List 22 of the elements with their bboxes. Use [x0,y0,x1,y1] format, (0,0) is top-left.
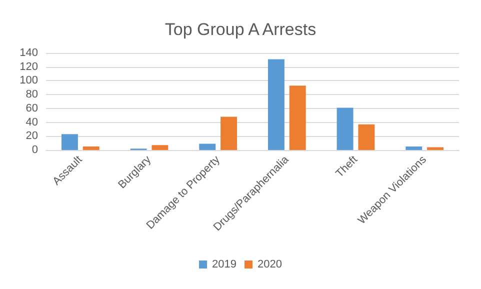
bar [152,145,168,150]
legend-label: 2019 [212,258,237,270]
bar [82,146,100,150]
chart-title: Top Group A Arrests [164,20,316,39]
bar [268,59,284,150]
bar [358,124,375,150]
bar [220,116,238,150]
bar [61,134,78,150]
bar [199,144,216,150]
bar [336,108,354,150]
y-tick-label: 140 [20,47,38,59]
bar [289,86,306,150]
y-tick-label: 0 [32,144,38,156]
y-tick-label: 40 [26,116,38,128]
legend-label: 2020 [258,258,282,270]
y-tick-label: 80 [26,88,38,101]
bar [427,147,444,150]
y-tick-label: 100 [20,74,38,87]
y-tick-label: 60 [26,102,38,114]
bar [406,146,422,150]
y-tick-label: 120 [20,60,38,73]
y-tick-label: 20 [26,130,38,142]
